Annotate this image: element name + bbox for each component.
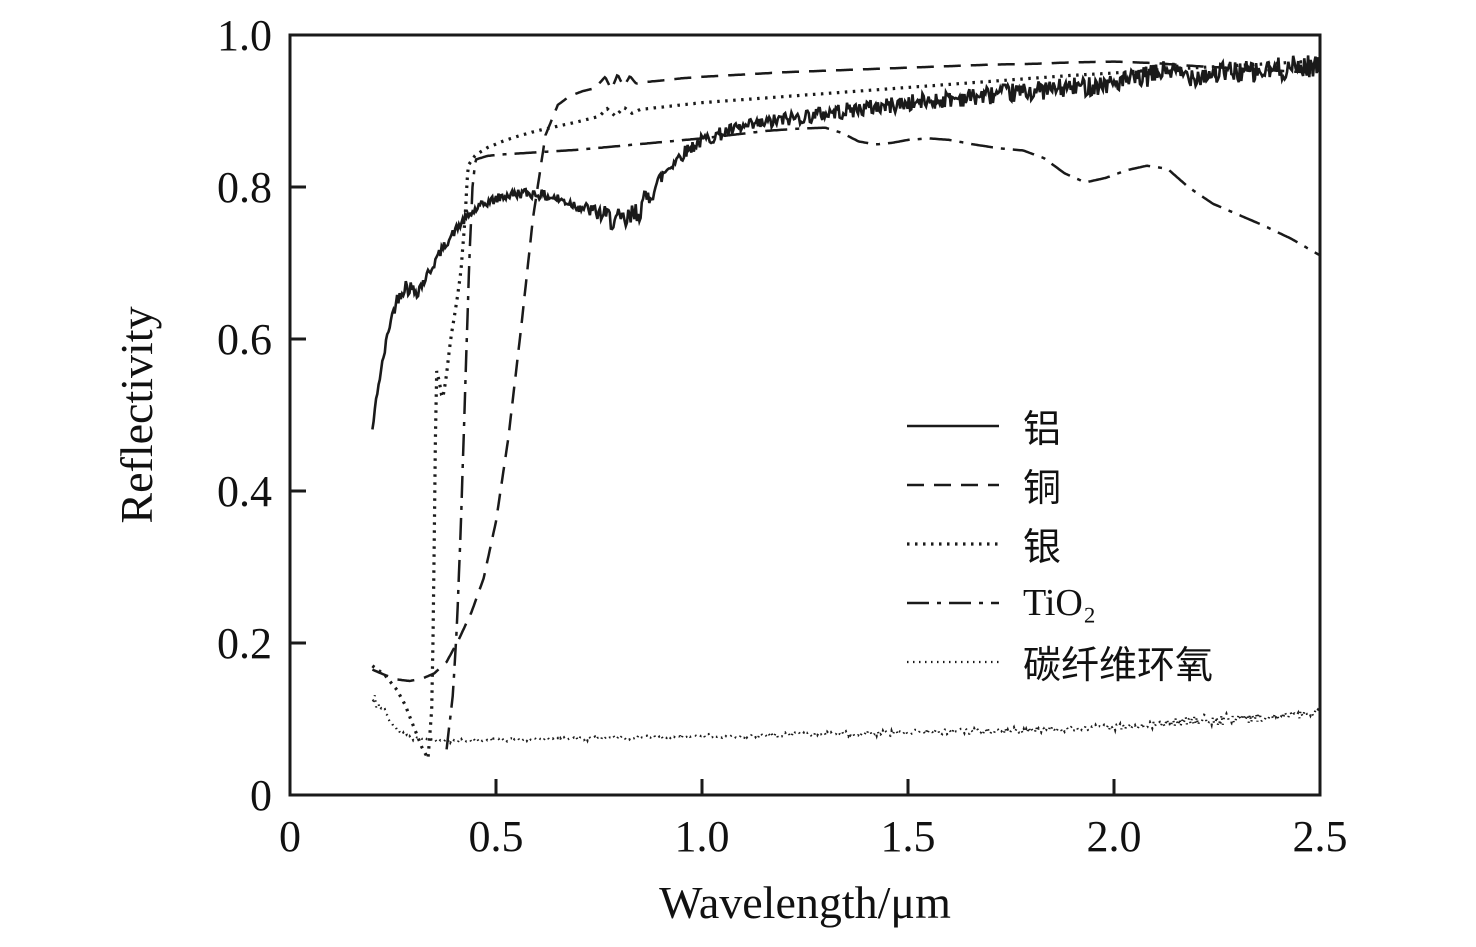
legend-label-copper: 铜 bbox=[1023, 468, 1062, 510]
plot-area: 0 0.5 1.0 1.5 2.0 2.5 0 0.2 0.4 0.6 0.8 1.0 bbox=[217, 11, 1348, 861]
x-tick-label: 0 bbox=[279, 812, 301, 861]
legend-line-sample bbox=[907, 541, 999, 546]
legend-item-silver: 银 bbox=[905, 514, 1213, 573]
x-tick-label: 2.0 bbox=[1087, 812, 1142, 861]
x-tick-label: 1.5 bbox=[881, 812, 936, 861]
series-line-aluminum bbox=[371, 55, 1321, 430]
legend-label-aluminum: 铝 bbox=[1023, 409, 1062, 451]
legend-label-carbon-fiber-epoxy: 碳纤维环氧 bbox=[1023, 645, 1214, 687]
legend-line-sample bbox=[907, 483, 999, 486]
legend-item-copper: 铜 bbox=[905, 455, 1213, 514]
y-tick-label: 0.6 bbox=[217, 315, 272, 364]
legend: 铝铜银 TiO₂ 碳纤维环氧 bbox=[905, 396, 1213, 691]
legend-label-silver: 银 bbox=[1023, 527, 1062, 569]
legend-label-tio2: TiO₂ bbox=[1023, 581, 1097, 624]
y-tick-label: 1.0 bbox=[217, 11, 272, 60]
legend-line-sample bbox=[907, 424, 999, 427]
series-line-silver bbox=[371, 59, 1320, 765]
series-line-carbon-fiber-epoxy bbox=[371, 695, 1321, 746]
y-axis-title: Reflectivity bbox=[111, 306, 162, 523]
x-tick-label: 0.5 bbox=[469, 812, 524, 861]
y-tick-label: 0.4 bbox=[217, 467, 272, 516]
x-tick-label: 1.0 bbox=[675, 812, 730, 861]
series-line-copper bbox=[371, 60, 1320, 683]
x-axis-title: Wavelength/μm bbox=[659, 877, 951, 928]
legend-line-sample bbox=[907, 660, 999, 663]
y-tick-label: 0.2 bbox=[217, 619, 272, 668]
legend-item-aluminum: 铝 bbox=[905, 396, 1213, 455]
y-tick-label: 0 bbox=[250, 771, 272, 820]
y-tick-label: 0.8 bbox=[217, 163, 272, 212]
legend-line-sample bbox=[907, 601, 999, 604]
x-tick-label: 2.5 bbox=[1293, 812, 1348, 861]
plot-frame bbox=[288, 33, 1322, 797]
legend-item-tio2: TiO₂ bbox=[905, 573, 1213, 632]
legend-item-carbon-fiber-epoxy: 碳纤维环氧 bbox=[905, 632, 1213, 691]
series-line-tio2 bbox=[445, 126, 1320, 750]
